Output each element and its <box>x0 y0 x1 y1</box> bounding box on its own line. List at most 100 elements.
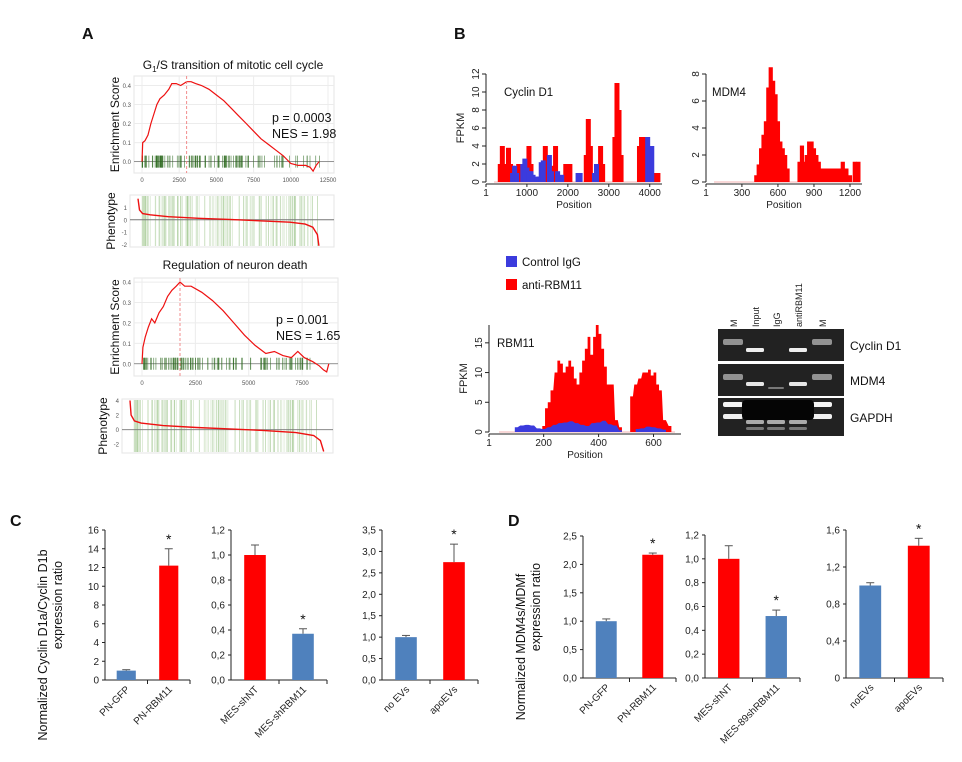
anti-rbm11-bar <box>816 161 821 182</box>
anti-rbm11-area <box>542 325 622 432</box>
y-tick-label: 3,5 <box>362 526 376 537</box>
y-tick-label: 0.0 <box>123 362 132 368</box>
x-tick-label: 0 <box>140 178 144 184</box>
anti-rbm11-bar <box>822 168 827 182</box>
plot-area <box>129 194 335 248</box>
phenotype-curve <box>137 198 320 246</box>
y-tick-label: 0,4 <box>685 626 699 637</box>
anti-rbm11-bar <box>780 148 785 182</box>
title-part: /S transition of mitotic cell cycle <box>157 58 324 72</box>
y-tick-label: 6 <box>471 125 482 131</box>
y-tick-label: 1,6 <box>826 526 840 537</box>
y-tick-label: 0,4 <box>826 637 840 648</box>
control-igg-bar <box>530 174 536 182</box>
y-tick-label: 1,0 <box>685 554 699 565</box>
anti-rbm11-bar <box>856 161 861 182</box>
y-tick-label: 15 <box>474 337 485 349</box>
sample-band <box>789 382 807 386</box>
legend: Control IgG anti-RBM11 <box>506 256 582 292</box>
significance-marker: * <box>774 592 780 608</box>
y-tick-label: 0.3 <box>123 301 132 307</box>
x-tick-label: 300 <box>734 188 751 199</box>
nes-annotation: NES = 1.98 <box>272 127 336 141</box>
bar-chart-C1: 0 2 4 6 8 10 12 14 16 PN-GFP * PN-RBM11 Normalized C… <box>36 526 191 741</box>
anti-rbm11-bar <box>802 161 807 182</box>
bar-apoevs <box>907 545 930 678</box>
y-tick-label: 1,0 <box>563 617 577 628</box>
significance-marker: * <box>451 526 457 542</box>
y-tick-label: 1,0 <box>211 551 225 562</box>
anti-rbm11-bar <box>761 134 766 182</box>
y-tick-label: -1 <box>122 231 128 237</box>
x-axis-label: Position <box>567 450 603 461</box>
x-tick-label: 200 <box>535 438 552 449</box>
sample-band <box>746 420 764 424</box>
y-axis-label: Phenotype <box>96 397 110 455</box>
marker-band <box>723 402 743 407</box>
x-category-label: noEVs <box>848 682 877 711</box>
y-tick-label: 2,0 <box>563 560 577 571</box>
marker-band <box>812 402 832 407</box>
bar-pn-gfp <box>116 670 136 680</box>
gsea-phenotype-plot-A1-pheno: 1 0 -1 -2 Phenotype <box>104 192 335 250</box>
y-tick-label: 0,2 <box>685 650 699 661</box>
y-tick-label: 0,0 <box>362 676 376 687</box>
y-tick-label: 0 <box>471 179 482 185</box>
bar-pn-rbm11 <box>159 565 179 680</box>
sample-band <box>789 427 807 430</box>
title-subscript: 1 <box>152 65 157 74</box>
panel-letter-d: D <box>508 513 520 530</box>
control-igg-bar <box>548 171 554 182</box>
lane-label: Input <box>751 306 761 327</box>
anti-rbm11-bar <box>766 87 771 182</box>
x-tick-label: 3000 <box>598 188 621 199</box>
y-tick-label: 0,8 <box>685 578 699 589</box>
y-tick-label: 2 <box>93 657 99 668</box>
marker-band <box>812 374 832 380</box>
y-tick-label: 0 <box>474 429 485 435</box>
x-tick-label: 600 <box>770 188 787 199</box>
y-tick-label: 4 <box>471 143 482 149</box>
anti-rbm11-bar <box>763 121 769 182</box>
y-tick-label: 1 <box>124 206 128 212</box>
sample-band <box>789 348 807 352</box>
control-igg-area <box>514 420 622 432</box>
anti-rbm11-bar <box>553 146 559 182</box>
marker-band <box>812 339 832 345</box>
p-value-annotation: p = 0.001 <box>276 313 329 327</box>
x-category-label: PN-RBM11 <box>132 684 175 727</box>
plot-title: G1/S transition of mitotic cell cycle <box>143 58 324 74</box>
lane-label: IgG <box>772 312 782 327</box>
y-tick-label: 0.0 <box>123 160 132 166</box>
legend-swatch-anti-rbm11 <box>506 279 517 290</box>
anti-rbm11-bar <box>768 67 773 182</box>
faint-band <box>768 387 784 389</box>
anti-rbm11-bar <box>785 168 790 182</box>
significance-marker: * <box>650 535 656 551</box>
anti-rbm11-bar <box>844 168 849 182</box>
y-tick-label: 0 <box>691 179 702 185</box>
y-tick-label: 1,2 <box>685 531 699 542</box>
y-tick-label: 2 <box>471 161 482 167</box>
y-tick-label: 0,5 <box>362 654 376 665</box>
gsea-es-plot-A2-es: 0.0 0.1 0.2 0.3 0.4 0 2500 5000 7500 Enrichment S… <box>108 277 340 387</box>
y-tick-label: 6 <box>691 98 702 104</box>
y-tick-label: 0,6 <box>211 601 225 612</box>
y-tick-label: 0 <box>116 428 120 434</box>
x-category-label: no EVs <box>382 684 413 715</box>
y-tick-label: 3,0 <box>362 547 376 558</box>
y-tick-label: 14 <box>88 544 100 555</box>
y-tick-label: 0 <box>834 674 840 685</box>
bar-apoevs <box>443 562 465 680</box>
x-axis-label: Position <box>556 200 592 211</box>
sample-band <box>746 427 764 430</box>
anti-rbm11-bar <box>756 164 761 182</box>
control-igg-area <box>635 426 666 432</box>
anti-rbm11-bar <box>775 121 781 182</box>
y-tick-label: 0,8 <box>826 600 840 611</box>
x-tick-label: 2500 <box>189 381 203 387</box>
phenotype-curve <box>129 400 325 452</box>
lane-label: antiRBM11 <box>794 283 804 327</box>
nes-annotation: NES = 1.65 <box>276 329 340 343</box>
